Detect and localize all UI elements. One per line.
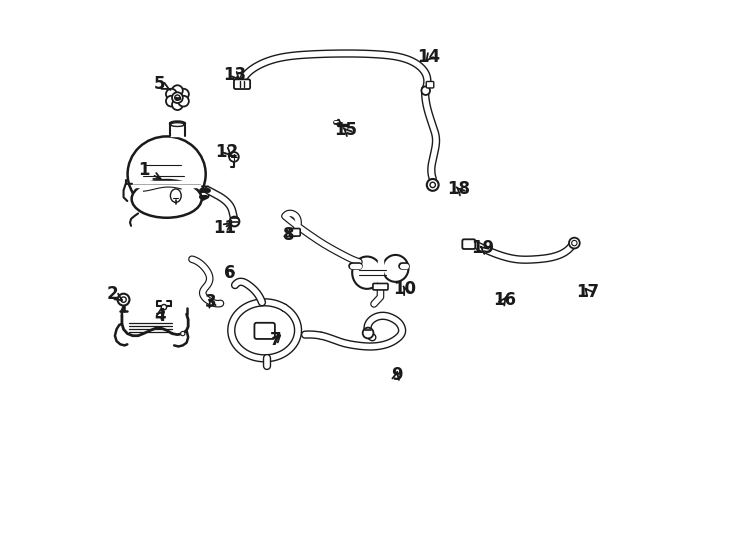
Text: 14: 14 (418, 48, 440, 66)
Circle shape (166, 96, 177, 106)
FancyBboxPatch shape (426, 82, 434, 88)
Circle shape (161, 305, 167, 310)
Text: 12: 12 (215, 143, 239, 160)
Circle shape (172, 99, 183, 110)
FancyBboxPatch shape (255, 323, 275, 339)
Circle shape (166, 89, 177, 99)
Ellipse shape (170, 189, 181, 202)
Text: 11: 11 (213, 219, 236, 237)
Circle shape (230, 217, 239, 226)
Circle shape (181, 332, 185, 336)
Circle shape (117, 294, 129, 306)
Circle shape (175, 95, 180, 100)
Text: 13: 13 (223, 66, 247, 84)
Text: 7: 7 (269, 331, 281, 349)
Ellipse shape (382, 255, 409, 282)
Text: 16: 16 (493, 291, 516, 309)
Circle shape (229, 152, 239, 162)
Text: 8: 8 (283, 226, 294, 244)
Circle shape (172, 85, 183, 96)
Circle shape (426, 179, 439, 191)
Ellipse shape (352, 256, 382, 289)
Circle shape (569, 238, 580, 248)
Circle shape (178, 89, 189, 99)
Circle shape (430, 182, 435, 187)
Text: 5: 5 (154, 75, 170, 93)
Ellipse shape (131, 180, 202, 218)
Circle shape (121, 297, 126, 302)
Text: 19: 19 (471, 239, 495, 258)
Circle shape (172, 92, 183, 103)
Text: 18: 18 (447, 180, 470, 198)
Circle shape (363, 328, 374, 339)
Text: 15: 15 (334, 121, 357, 139)
FancyBboxPatch shape (373, 284, 388, 290)
Text: 6: 6 (224, 264, 236, 282)
Circle shape (572, 240, 577, 246)
Ellipse shape (170, 122, 185, 126)
FancyBboxPatch shape (234, 79, 250, 89)
Ellipse shape (170, 123, 184, 126)
Text: 3: 3 (205, 293, 217, 312)
Text: 9: 9 (390, 366, 402, 384)
Text: 1: 1 (138, 161, 161, 179)
Text: 2: 2 (107, 285, 122, 303)
Circle shape (178, 96, 189, 106)
Text: 10: 10 (393, 280, 416, 298)
Text: 17: 17 (576, 282, 600, 301)
FancyBboxPatch shape (289, 228, 300, 236)
Ellipse shape (128, 137, 206, 212)
Text: 4: 4 (154, 307, 165, 325)
FancyBboxPatch shape (462, 239, 475, 249)
Circle shape (421, 86, 430, 95)
